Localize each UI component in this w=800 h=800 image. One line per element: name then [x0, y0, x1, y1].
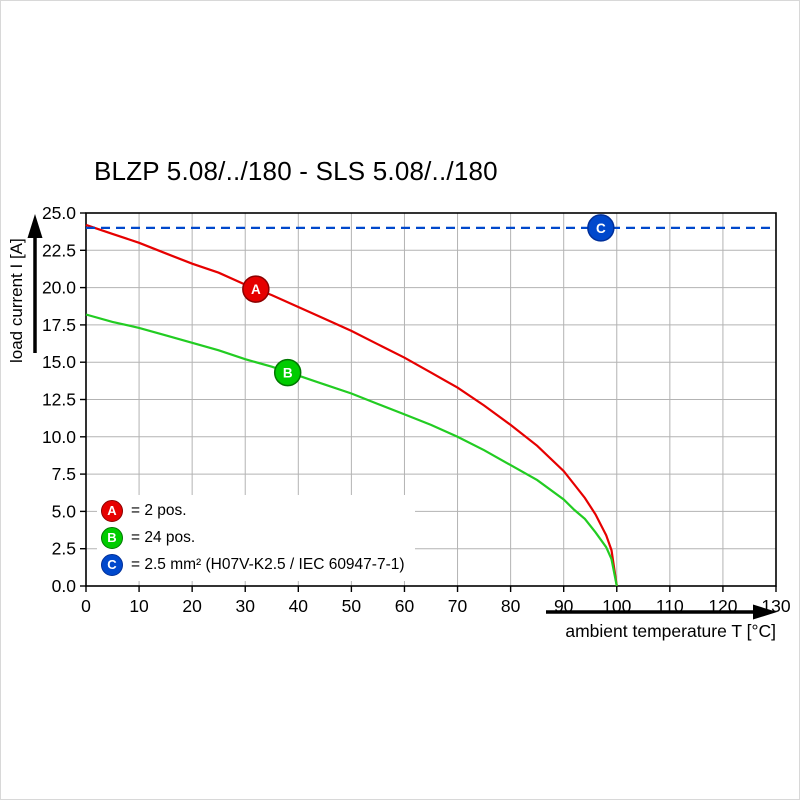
legend-marker-c-icon: C — [101, 553, 123, 576]
svg-text:C: C — [596, 221, 606, 236]
svg-text:60: 60 — [395, 596, 415, 616]
svg-text:30: 30 — [235, 596, 255, 616]
svg-text:50: 50 — [342, 596, 362, 616]
legend-marker-b-icon: B — [101, 526, 123, 549]
legend-item-a: A = 2 pos. — [101, 497, 405, 524]
x-axis-label: ambient temperature T [°C] — [565, 621, 776, 641]
svg-text:80: 80 — [501, 596, 521, 616]
svg-text:22.5: 22.5 — [42, 240, 76, 260]
svg-text:B: B — [283, 366, 293, 381]
svg-text:2.5: 2.5 — [52, 539, 76, 559]
legend: A = 2 pos. B = 24 pos. C = 2.5 mm² (H07V… — [97, 495, 415, 581]
legend-marker-a-icon: A — [101, 499, 123, 522]
svg-text:17.5: 17.5 — [42, 315, 76, 335]
svg-text:10.0: 10.0 — [42, 427, 76, 447]
legend-label-b: = 24 pos. — [131, 528, 196, 546]
svg-text:7.5: 7.5 — [52, 464, 76, 484]
svg-text:20.0: 20.0 — [42, 278, 76, 298]
svg-text:20: 20 — [182, 596, 202, 616]
svg-text:12.5: 12.5 — [42, 390, 76, 410]
svg-text:0.0: 0.0 — [52, 576, 77, 596]
svg-text:40: 40 — [289, 596, 309, 616]
svg-text:25.0: 25.0 — [42, 203, 76, 223]
svg-text:15.0: 15.0 — [42, 352, 76, 372]
legend-item-c: C = 2.5 mm² (H07V-K2.5 / IEC 60947-7-1) — [101, 551, 405, 578]
legend-item-b: B = 24 pos. — [101, 524, 405, 551]
page-title: BLZP 5.08/../180 - SLS 5.08/../180 — [94, 156, 498, 186]
svg-text:70: 70 — [448, 596, 468, 616]
svg-text:5.0: 5.0 — [52, 501, 77, 521]
svg-text:10: 10 — [129, 596, 149, 616]
legend-label-c: = 2.5 mm² (H07V-K2.5 / IEC 60947-7-1) — [131, 555, 405, 573]
svg-text:0: 0 — [81, 596, 91, 616]
svg-text:A: A — [251, 282, 261, 297]
legend-label-a: = 2 pos. — [131, 501, 187, 519]
